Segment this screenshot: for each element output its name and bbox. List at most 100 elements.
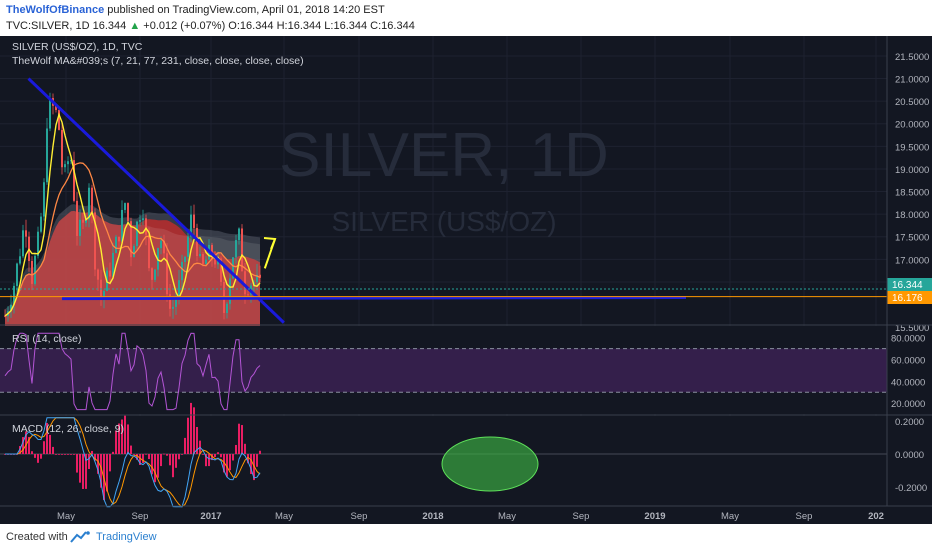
macd-bar (151, 454, 153, 475)
macd-bar (85, 454, 87, 489)
candle-body (247, 294, 249, 296)
rsi-line (4, 332, 261, 411)
candle-body (85, 219, 87, 223)
created-with-text: Created with (6, 531, 68, 543)
macd-bar (202, 454, 204, 455)
candle-body (139, 220, 141, 222)
macd-bar (220, 454, 222, 458)
macd-bar (136, 454, 138, 460)
macd-bar (163, 453, 165, 455)
macd-bar (232, 454, 234, 461)
price-tick-label: 17.0000 (895, 255, 929, 266)
macd-highlight-ellipse[interactable] (441, 436, 539, 492)
candle-body (214, 259, 216, 265)
price-tick-label: 19.0000 (895, 165, 929, 176)
candle-body (43, 182, 45, 217)
chart-area[interactable]: SILVER, 1D SILVER (US$/OZ) SILVER (US$/O… (0, 36, 932, 524)
candle-body (145, 218, 147, 235)
indicator-title: TheWolf MA&#039;s (7, 21, 77, 231, close… (12, 55, 304, 67)
macd-bar (184, 437, 186, 454)
macd-bar (229, 454, 231, 471)
support-trendline[interactable] (61, 295, 687, 301)
rsi-tick-label: 40.0000 (891, 377, 925, 388)
price-tick-label: 15.5000 (895, 323, 929, 334)
macd-bar (40, 454, 42, 459)
macd-bar (196, 427, 198, 454)
candle-body (4, 315, 6, 317)
support-price-tag-label: 16.176 (892, 293, 923, 304)
macd-bar (91, 450, 93, 454)
time-tick-label: Sep (573, 511, 590, 522)
candle-body (13, 285, 15, 305)
chart-svg[interactable]: SILVER, 1D SILVER (US$/OZ) SILVER (US$/O… (0, 36, 932, 524)
macd-tick-label: 0.2000 (895, 417, 924, 428)
macd-bar (187, 417, 189, 454)
candle-body (103, 290, 105, 300)
macd-bar (106, 454, 108, 492)
candle-body (19, 256, 21, 264)
macd-bar (244, 443, 246, 454)
macd-bar (67, 454, 69, 455)
candle-body (175, 298, 177, 307)
candle-body (142, 218, 144, 221)
candle-body (169, 294, 171, 309)
time-tick-label: 2018 (422, 511, 443, 522)
candle-body (73, 160, 75, 201)
arrow-head (263, 237, 277, 250)
price-tick-label: 19.5000 (895, 142, 929, 153)
watermark-symbol: SILVER, 1D (279, 121, 609, 190)
ticker-line: TVC:SILVER, 1D 16.344 ▲ +0.012 (+0.07%) … (6, 20, 415, 32)
macd-bar (190, 402, 192, 454)
candle-body (82, 219, 84, 223)
candle-body (181, 261, 183, 281)
price-tick-label: 20.5000 (895, 97, 929, 108)
macd-bar (172, 454, 174, 478)
macd-bar (37, 454, 39, 463)
candle-body (190, 214, 192, 237)
macd-bar (166, 454, 168, 456)
macd-bar (127, 424, 129, 454)
macd-bar (22, 437, 24, 454)
candle-body (94, 212, 96, 270)
candle-body (187, 236, 189, 257)
time-tick-label: 2019 (644, 511, 665, 522)
macd-bar (79, 454, 81, 483)
macd-bar (238, 423, 240, 454)
price-tick-label: 18.5000 (895, 188, 929, 199)
candle-body (55, 105, 57, 111)
projection-arrow-icon[interactable] (263, 237, 277, 269)
macd-title: MACD (12, 26, close, 9) (12, 423, 124, 435)
macd-bar (145, 453, 147, 455)
candle-body (133, 246, 135, 258)
macd-bar (178, 454, 180, 460)
macd-bar (259, 450, 261, 454)
macd-bar (76, 454, 78, 473)
macd-bar (61, 454, 63, 455)
macd-bar (214, 454, 216, 458)
candle-body (37, 231, 39, 256)
time-axis[interactable]: May Sep 2017 May Sep 2018 May Sep 2019 May Sep 202 (57, 511, 884, 522)
macd-bar (64, 454, 66, 455)
macd-bar (139, 454, 141, 465)
macd-bar (256, 454, 258, 467)
macd-bar (124, 415, 126, 454)
last-price-tag (887, 278, 932, 291)
candle-body (70, 160, 72, 162)
candle-body (130, 221, 132, 258)
descending-trendline[interactable] (27, 77, 285, 324)
candle-body (22, 230, 24, 257)
watermark-name: SILVER (US$/OZ) (331, 206, 556, 237)
candle-body (163, 240, 165, 254)
macd-axis: 0.2000 0.0000 -0.2000 (895, 417, 927, 494)
author-link[interactable]: TheWolfOfBinance (6, 4, 105, 16)
candle-body (199, 254, 201, 257)
time-tick-label: Sep (132, 511, 149, 522)
tradingview-link[interactable]: TradingView (96, 531, 157, 543)
candle-body (151, 268, 153, 280)
macd-bar (109, 454, 111, 472)
candle-body (91, 187, 93, 213)
macd-bar (88, 454, 90, 469)
footer: Created with TradingView (0, 524, 932, 550)
time-tick-label: 2017 (200, 511, 221, 522)
macd-bar (133, 454, 135, 455)
